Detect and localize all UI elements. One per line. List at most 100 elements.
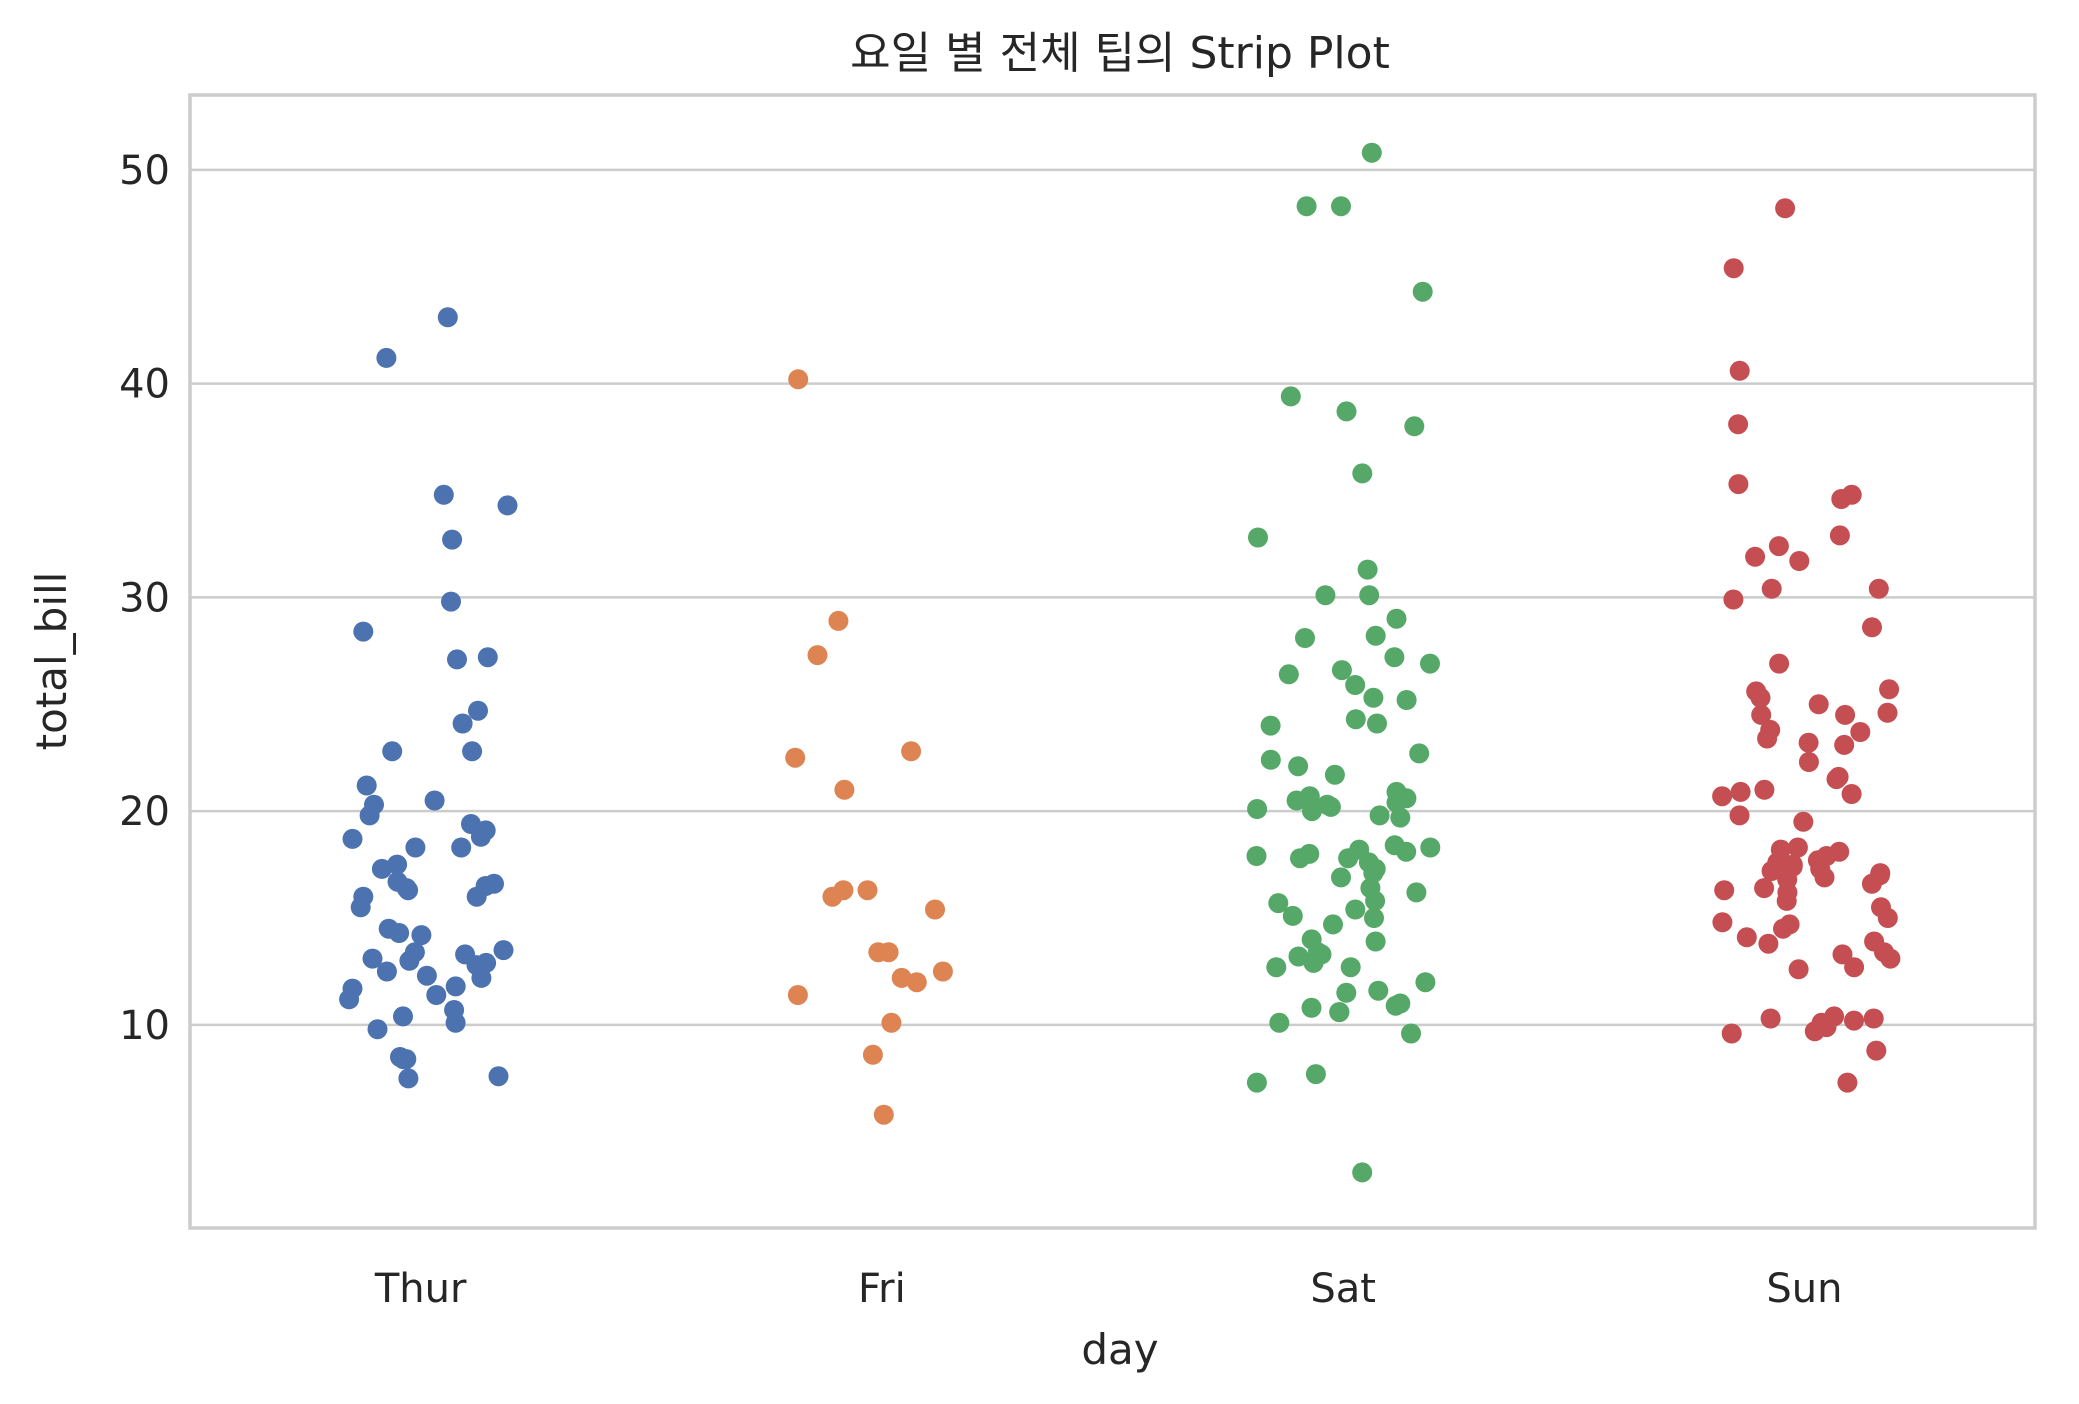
point-sun (1835, 704, 1856, 725)
point-sun (1832, 944, 1853, 965)
point-sat (1390, 807, 1411, 828)
chart-title: 요일 별 전체 팁의 Strip Plot (850, 28, 1390, 79)
point-thur (441, 591, 461, 612)
point-sun (1879, 679, 1900, 700)
point-thur (471, 967, 492, 988)
x-tick-label-thur: Thur (374, 1266, 467, 1312)
point-sat (1303, 952, 1324, 973)
point-sun (1861, 873, 1882, 894)
point-sat (1386, 608, 1407, 629)
point-sun (1834, 734, 1855, 755)
point-sat (1331, 867, 1351, 888)
point-fri (901, 741, 922, 762)
y-tick-label: 30 (119, 575, 170, 621)
point-sun (1728, 414, 1749, 435)
point-sat (1331, 660, 1352, 681)
point-thur (468, 700, 488, 721)
point-thur (371, 858, 392, 879)
point-sat (1345, 675, 1366, 695)
point-sun (1877, 908, 1898, 928)
point-fri (785, 747, 806, 768)
point-fri (828, 610, 849, 631)
point-fri (878, 942, 899, 963)
point-sun (1745, 546, 1766, 567)
point-sat (1269, 1012, 1290, 1033)
point-thur (452, 713, 473, 734)
point-sat (1305, 1064, 1326, 1085)
point-sat (1409, 743, 1430, 764)
point-sat (1336, 982, 1357, 1003)
point-sat (1406, 882, 1427, 903)
point-sun (1729, 805, 1750, 826)
point-sat (1246, 1072, 1267, 1093)
point-thur (466, 886, 487, 907)
point-sun (1789, 551, 1810, 571)
point-thur (445, 1012, 466, 1033)
point-sat (1266, 957, 1287, 978)
point-sat (1246, 846, 1267, 866)
point-sun (1831, 489, 1852, 509)
point-thur (342, 828, 363, 849)
point-thur (416, 965, 437, 986)
point-sat (1288, 946, 1309, 967)
point-fri (807, 645, 828, 666)
point-sun (1728, 474, 1749, 495)
point-sun (1814, 867, 1835, 888)
point-sun (1844, 957, 1865, 978)
point-sun (1862, 617, 1882, 638)
point-sat (1384, 647, 1405, 668)
point-thur (367, 1019, 388, 1040)
point-thur (451, 837, 472, 858)
point-fri (873, 1104, 894, 1125)
point-sat (1324, 764, 1345, 785)
point-thur (396, 1049, 417, 1070)
point-sun (1850, 722, 1871, 742)
point-sun (1730, 781, 1751, 802)
point-sun (1761, 578, 1782, 599)
point-sat (1320, 796, 1341, 817)
point-sat (1302, 801, 1322, 822)
point-sat (1369, 805, 1390, 826)
point-thur (488, 1066, 509, 1087)
point-sun (1754, 779, 1775, 800)
point-sun (1808, 694, 1829, 715)
point-sun (1798, 732, 1819, 753)
point-sat (1386, 792, 1407, 813)
point-sat (1396, 841, 1417, 862)
point-thur (497, 495, 518, 516)
point-sat (1268, 893, 1289, 914)
point-sat (1340, 957, 1361, 978)
point-thur (462, 741, 483, 762)
point-sun (1880, 948, 1901, 969)
point-sun (1826, 769, 1847, 790)
point-sat (1345, 709, 1366, 730)
y-tick-label: 50 (119, 148, 170, 194)
x-tick-labels: Thur Fri Sat Sun (374, 1266, 1843, 1312)
y-tick-label: 40 (119, 362, 170, 408)
point-sun (1754, 878, 1775, 899)
point-sat (1363, 687, 1384, 708)
point-sun (1714, 880, 1735, 901)
point-fri (857, 880, 878, 901)
point-thur (389, 923, 410, 943)
point-sun (1712, 912, 1733, 933)
point-thur (376, 961, 397, 982)
point-sun (1751, 704, 1772, 725)
point-sat (1323, 914, 1343, 935)
point-sun (1776, 890, 1797, 911)
point-sat (1278, 664, 1299, 685)
point-sun (1841, 784, 1862, 804)
plot-frame (188, 93, 2037, 1230)
point-thur (398, 880, 419, 901)
point-thur (442, 529, 463, 550)
point-fri (788, 369, 809, 390)
point-sat (1248, 527, 1268, 548)
point-thur (470, 826, 491, 847)
point-sat (1301, 997, 1322, 1018)
point-fri (834, 779, 855, 800)
point-sat (1364, 908, 1384, 928)
point-thur (437, 307, 458, 328)
point-sat (1331, 196, 1351, 217)
point-sat (1260, 749, 1281, 770)
point-sat (1280, 386, 1301, 407)
